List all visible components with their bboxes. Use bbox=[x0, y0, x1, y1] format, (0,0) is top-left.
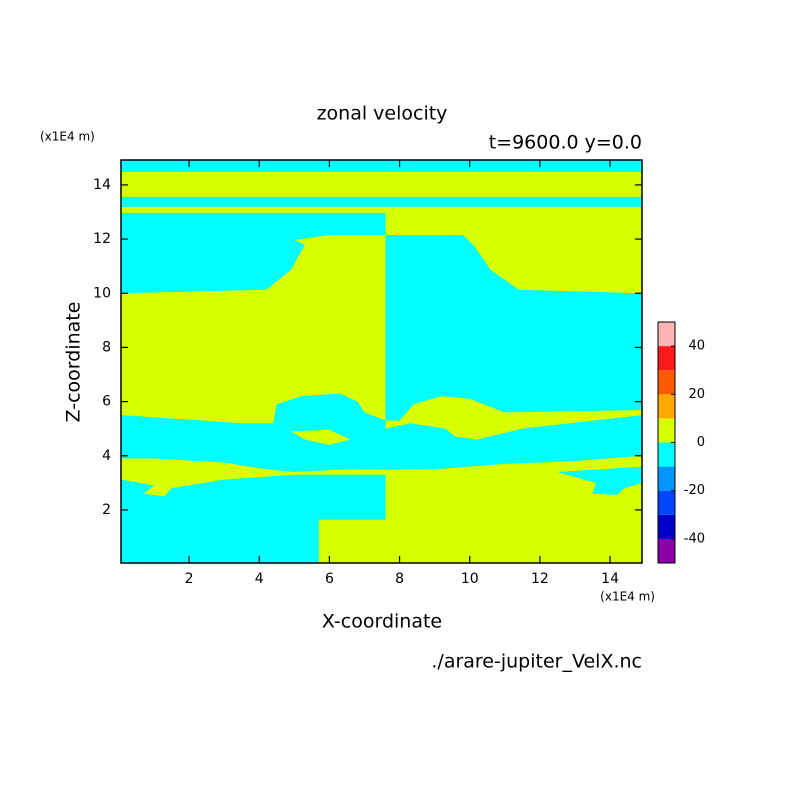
colorbar-swatch bbox=[658, 394, 675, 419]
y-tick-label: 12 bbox=[93, 231, 111, 247]
x-tick-label: 4 bbox=[255, 571, 264, 587]
y-tick-label: 6 bbox=[102, 394, 111, 410]
y-axis-label: Z-coordinate bbox=[63, 302, 85, 423]
contour-region bbox=[121, 160, 642, 172]
contour-region bbox=[121, 219, 386, 294]
source-file: ./arare-jupiter_VelX.nc bbox=[431, 651, 642, 673]
colorbar-tick-label: -20 bbox=[684, 483, 705, 498]
x-tick-label: 14 bbox=[601, 571, 619, 587]
y-tick-label: 10 bbox=[93, 285, 111, 301]
plot-area bbox=[121, 160, 642, 563]
y-tick-label: 8 bbox=[102, 339, 111, 355]
colorbar-swatch bbox=[658, 346, 675, 371]
contour-region bbox=[121, 474, 386, 563]
y-tick-label: 2 bbox=[102, 502, 111, 518]
contour-region bbox=[557, 466, 642, 496]
colorbar-tick-label: -40 bbox=[684, 531, 705, 546]
colorbar-swatch bbox=[658, 538, 675, 563]
colorbar-swatch bbox=[658, 514, 675, 539]
colorbar-swatch bbox=[658, 370, 675, 395]
y-unit: (x1E4 m) bbox=[40, 130, 95, 144]
colorbar-swatch bbox=[658, 322, 675, 347]
colorbar-swatch bbox=[658, 466, 675, 491]
colorbar-tick-label: 40 bbox=[688, 339, 705, 354]
y-tick-label: 4 bbox=[102, 448, 111, 464]
chart-title: zonal velocity bbox=[317, 103, 448, 125]
colorbar-swatch bbox=[658, 442, 675, 467]
x-tick-label: 6 bbox=[325, 571, 334, 587]
x-tick-label: 2 bbox=[185, 571, 194, 587]
x-unit: (x1E4 m) bbox=[600, 590, 655, 604]
plot-frame bbox=[120, 159, 643, 564]
colorbar-tick-label: 20 bbox=[688, 387, 705, 402]
y-tick-label: 14 bbox=[93, 177, 111, 193]
colorbar-swatch bbox=[658, 418, 675, 443]
contour-region bbox=[121, 393, 386, 472]
contour-region bbox=[385, 415, 642, 470]
subtitle: t=9600.0 y=0.0 bbox=[489, 132, 642, 154]
x-axis-label: X-coordinate bbox=[322, 611, 442, 633]
contour-region bbox=[121, 212, 386, 220]
contour-region bbox=[290, 429, 351, 445]
contour-region bbox=[385, 235, 642, 421]
x-tick-label: 8 bbox=[395, 571, 404, 587]
colorbar-tick-label: 0 bbox=[697, 435, 705, 450]
x-tick-label: 12 bbox=[531, 571, 549, 587]
contour-region bbox=[121, 196, 642, 207]
x-tick-label: 10 bbox=[461, 571, 479, 587]
colorbar-swatch bbox=[658, 490, 675, 515]
